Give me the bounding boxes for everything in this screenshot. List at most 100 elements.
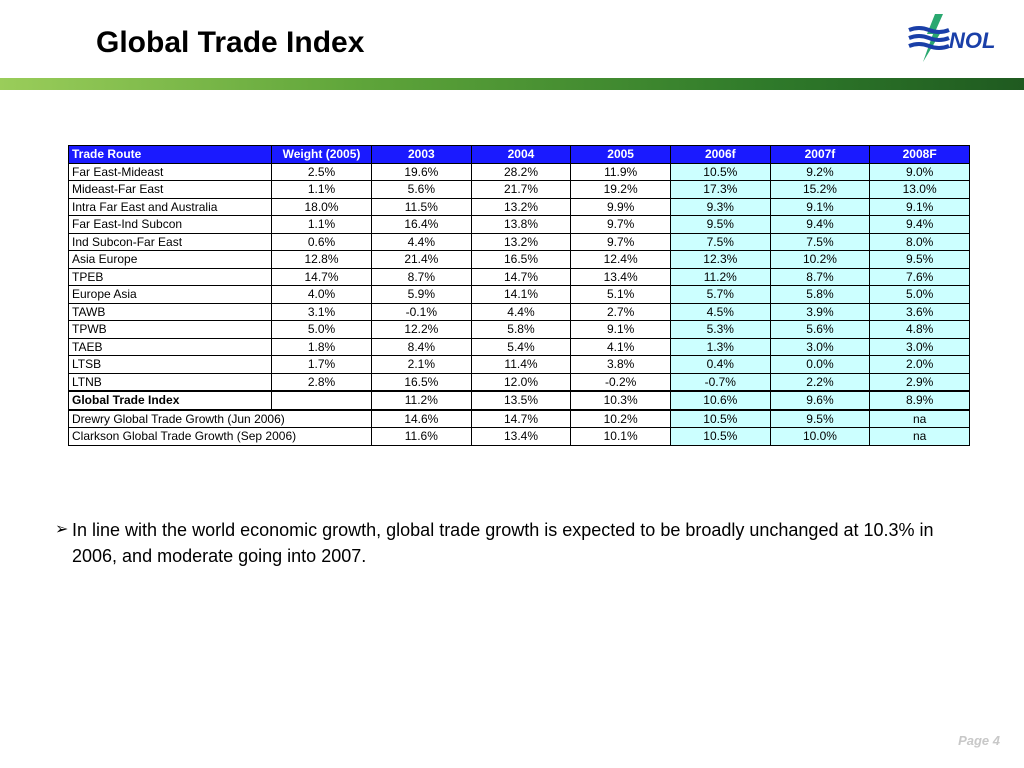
header-2008f: 2008F <box>869 145 970 164</box>
value-cell: 13.2% <box>470 197 572 216</box>
value-cell: 4.5% <box>669 302 771 321</box>
value-cell: 3.0% <box>869 337 970 356</box>
value-cell: 10.5% <box>669 409 771 428</box>
value-cell: 3.9% <box>769 302 871 321</box>
value-cell: 5.0% <box>271 320 372 339</box>
value-cell: 8.7% <box>371 267 472 286</box>
value-cell: 13.2% <box>470 232 572 251</box>
route-name-cell: Far East-Mideast <box>68 162 272 181</box>
value-cell: 11.5% <box>371 197 472 216</box>
value-cell: 15.2% <box>769 180 871 199</box>
value-cell: 1.7% <box>271 355 372 374</box>
value-cell: 16.4% <box>371 215 472 234</box>
header-2004: 2004 <box>470 145 572 164</box>
comparison-row: Drewry Global Trade Growth (Jun 2006) 14.… <box>68 409 970 428</box>
value-cell: 8.7% <box>769 267 871 286</box>
value-cell: 11.6% <box>371 427 472 446</box>
table-row: TAEB 1.8% 8.4% 5.4% 4.1% 1.3% 3.0% 3.0% <box>68 337 970 356</box>
table-row: Intra Far East and Australia 18.0% 11.5% 13… <box>68 197 970 216</box>
value-cell: 11.4% <box>470 355 572 374</box>
value-cell: 10.0% <box>769 427 871 446</box>
value-cell: 5.8% <box>470 320 572 339</box>
value-cell: 13.4% <box>470 427 572 446</box>
value-cell: 7.5% <box>769 232 871 251</box>
route-name-cell: TAWB <box>68 302 272 321</box>
table-row: LTNB 2.8% 16.5% 12.0% -0.2% -0.7% 2.2% 2.9% <box>68 372 970 392</box>
value-cell: 19.2% <box>570 180 671 199</box>
value-cell: 9.5% <box>669 215 771 234</box>
table-row: TAWB 3.1% -0.1% 4.4% 2.7% 4.5% 3.9% 3.6% <box>68 302 970 321</box>
value-cell: 9.3% <box>669 197 771 216</box>
table-row: Far East-Mideast 2.5% 19.6% 28.2% 11.9% 10.5%… <box>68 162 970 181</box>
value-cell: 12.8% <box>271 250 372 269</box>
svg-text:NOL: NOL <box>949 28 995 53</box>
value-cell: 14.1% <box>470 285 572 304</box>
value-cell: 4.8% <box>869 320 970 339</box>
value-cell: 28.2% <box>470 162 572 181</box>
value-cell: 10.6% <box>669 390 771 411</box>
route-name-cell: Intra Far East and Australia <box>68 197 272 216</box>
value-cell: 10.1% <box>570 427 671 446</box>
value-cell: 1.1% <box>271 215 372 234</box>
value-cell: 9.9% <box>570 197 671 216</box>
value-cell: 11.2% <box>371 390 472 411</box>
value-cell: 5.6% <box>371 180 472 199</box>
index-label-cell: Global Trade Index <box>68 390 272 411</box>
value-cell: 10.5% <box>669 427 771 446</box>
route-name-cell: Far East-Ind Subcon <box>68 215 272 234</box>
value-cell: 9.4% <box>869 215 970 234</box>
value-cell: 14.7% <box>470 409 572 428</box>
value-cell: 9.5% <box>869 250 970 269</box>
value-cell: 1.3% <box>669 337 771 356</box>
value-cell: 3.6% <box>869 302 970 321</box>
value-cell: 10.2% <box>570 409 671 428</box>
bullet-point: ➢ In line with the world economic growth… <box>55 517 960 569</box>
table-row: Europe Asia 4.0% 5.9% 14.1% 5.1% 5.7% 5.8% 5.0% <box>68 285 970 304</box>
value-cell: 9.2% <box>769 162 871 181</box>
value-cell: 13.5% <box>470 390 572 411</box>
green-divider-bar <box>0 78 1024 90</box>
arrow-bullet-icon: ➢ <box>55 521 69 538</box>
value-cell: 2.8% <box>271 372 372 392</box>
value-cell: 7.5% <box>669 232 771 251</box>
value-cell: 14.7% <box>271 267 372 286</box>
value-cell: 17.3% <box>669 180 771 199</box>
value-cell: 8.9% <box>869 390 970 411</box>
slide-title: Global Trade Index <box>96 26 365 59</box>
value-cell: 13.8% <box>470 215 572 234</box>
table-row: TPEB 14.7% 8.7% 14.7% 13.4% 11.2% 8.7% 7.6% <box>68 267 970 286</box>
value-cell: 16.5% <box>371 372 472 392</box>
table-row: Mideast-Far East 1.1% 5.6% 21.7% 19.2% 17.3% 1… <box>68 180 970 199</box>
value-cell: 14.7% <box>470 267 572 286</box>
comparison-label-cell: Clarkson Global Trade Growth (Sep 2006) <box>68 427 372 446</box>
header-trade-route: Trade Route <box>68 145 272 164</box>
value-cell: 2.9% <box>869 372 970 392</box>
value-cell: 21.4% <box>371 250 472 269</box>
trade-index-table: Trade Route Weight (2005) 2003 2004 2005… <box>68 145 970 446</box>
value-cell: 5.9% <box>371 285 472 304</box>
value-cell: 11.2% <box>669 267 771 286</box>
value-cell: 2.0% <box>869 355 970 374</box>
value-cell: 0.6% <box>271 232 372 251</box>
value-cell: 8.0% <box>869 232 970 251</box>
route-name-cell: TAEB <box>68 337 272 356</box>
value-cell: 9.0% <box>869 162 970 181</box>
value-cell <box>271 390 372 411</box>
value-cell: -0.7% <box>669 372 771 392</box>
value-cell: 2.7% <box>570 302 671 321</box>
value-cell: 8.4% <box>371 337 472 356</box>
value-cell: 12.0% <box>470 372 572 392</box>
header-2005: 2005 <box>570 145 671 164</box>
nol-logo: NOL <box>905 10 1017 66</box>
table-row: Ind Subcon-Far East 0.6% 4.4% 13.2% 9.7% 7.5%… <box>68 232 970 251</box>
value-cell: 9.7% <box>570 232 671 251</box>
value-cell: 13.4% <box>570 267 671 286</box>
value-cell: 4.1% <box>570 337 671 356</box>
table-row: Asia Europe 12.8% 21.4% 16.5% 12.4% 12.3% 10.2… <box>68 250 970 269</box>
page-number: Page 4 <box>958 733 1000 748</box>
value-cell: 5.0% <box>869 285 970 304</box>
value-cell: 9.1% <box>869 197 970 216</box>
value-cell: 10.3% <box>570 390 671 411</box>
value-cell: 2.1% <box>371 355 472 374</box>
table-row: TPWB 5.0% 12.2% 5.8% 9.1% 5.3% 5.6% 4.8% <box>68 320 970 339</box>
